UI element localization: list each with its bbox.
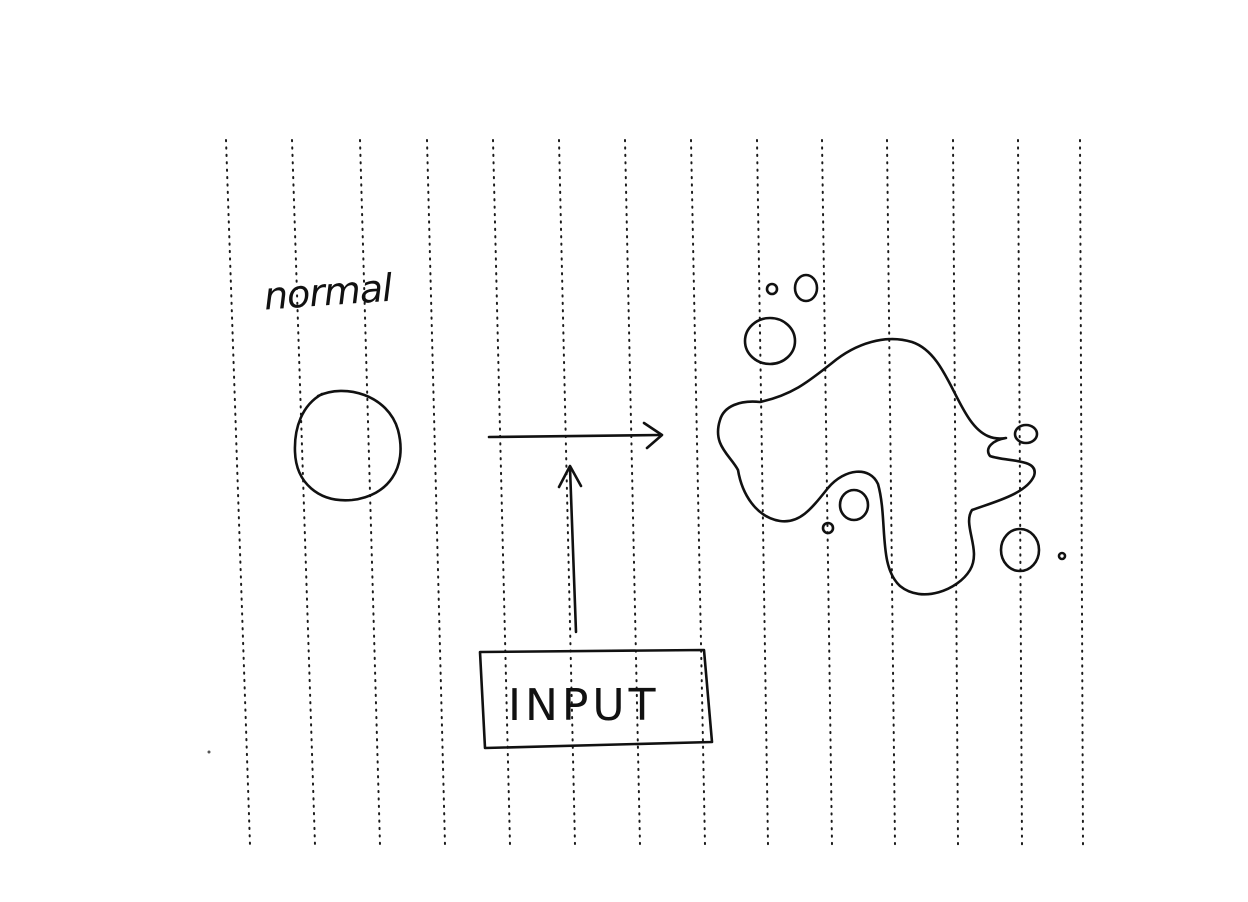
droplet <box>821 521 835 535</box>
guide-line <box>690 139 706 846</box>
guide-line <box>821 139 833 846</box>
guide-line <box>492 139 511 846</box>
guide-line <box>1017 139 1023 846</box>
droplet <box>765 282 779 296</box>
droplet <box>743 316 797 366</box>
input-label: INPUT <box>508 680 660 731</box>
transform-arrow <box>487 421 664 450</box>
droplet <box>1057 551 1067 561</box>
droplet <box>793 273 819 303</box>
normal-circle <box>293 389 402 502</box>
deformed-blob <box>716 337 1036 596</box>
guide-line <box>952 139 959 846</box>
splash-droplets <box>743 273 1067 573</box>
input-arrow <box>557 464 583 634</box>
guide-line <box>756 139 769 846</box>
guide-line <box>291 139 316 846</box>
droplet <box>838 488 870 522</box>
dotted-guide-lines <box>225 139 1084 846</box>
guide-line <box>359 139 381 846</box>
stray-dot <box>207 750 211 754</box>
guide-line <box>558 139 576 846</box>
droplet <box>1013 423 1039 445</box>
normal-label: normal <box>262 266 394 319</box>
input-box: INPUT <box>478 648 714 750</box>
guide-line <box>886 139 896 846</box>
guide-line <box>225 139 251 846</box>
guide-line <box>1079 139 1084 846</box>
guide-line <box>624 139 641 846</box>
guide-line <box>426 139 446 846</box>
droplet <box>999 527 1041 573</box>
